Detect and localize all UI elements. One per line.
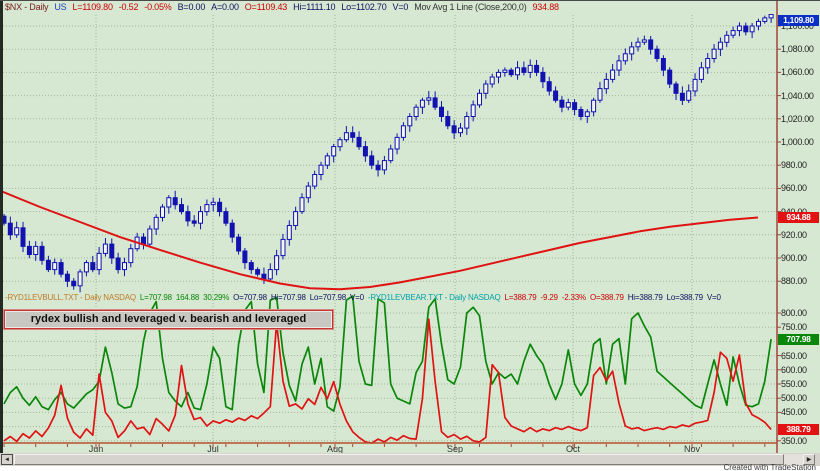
bull-fund-badge: 707.98: [778, 333, 819, 345]
moving-average-badge: 934.88: [778, 212, 819, 223]
status-token: -9.29: [540, 293, 558, 302]
status-token: -RYD1LEVBEAR.TXT - Daily NASDAQ: [367, 293, 501, 302]
month-label: Jul: [207, 444, 219, 454]
axis-tick-label: 550.00: [781, 379, 807, 389]
axis-tick-label: 980.00: [781, 160, 807, 171]
status-token: 934.88: [532, 2, 560, 12]
axis-tick-label: 940.00: [781, 207, 807, 217]
horizontal-scrollbar[interactable]: ◄ ▶: [0, 453, 820, 466]
status-token: V=0: [392, 2, 409, 12]
status-token: Lo=707.98: [309, 293, 347, 302]
status-token: $NX - Daily: [5, 2, 49, 12]
axis-tick-label: 1,000.00: [781, 137, 814, 147]
axis-tick-label: 900.00: [781, 253, 807, 263]
status-token: -0.52: [118, 2, 139, 12]
axis-tick-label: 350.00: [781, 435, 807, 446]
status-token: O=707.98: [233, 293, 267, 302]
axis-tick-label: 1,020.00: [781, 113, 814, 124]
status-token: Lo=388.79: [666, 293, 703, 302]
annotation-text: rydex bullish and leveraged v. bearish a…: [30, 313, 307, 325]
chart-canvas[interactable]: [0, 1, 820, 453]
status-token: O=388.79: [589, 293, 624, 302]
axis-tick-label: 800.00: [781, 308, 807, 318]
axis-tick-label: 1,040.00: [781, 90, 814, 101]
axis-tick-label: 500.00: [781, 393, 807, 404]
window-left-edge: [0, 1, 3, 453]
month-label: Jun: [88, 444, 104, 454]
status-token: V=0: [706, 293, 721, 302]
status-token: O=1109.43: [244, 2, 288, 12]
month-label: Oct: [565, 444, 581, 454]
status-token: Lo=1102.70: [341, 2, 387, 12]
month-label: Sep: [446, 444, 464, 454]
axis-tick-label: 920.00: [781, 229, 807, 240]
axis-tick-label: 960.00: [781, 183, 807, 194]
status-token: Hi=707.98: [270, 293, 306, 302]
month-label: Nov: [683, 444, 701, 454]
scrollbar-track[interactable]: [784, 454, 803, 465]
annotation-box[interactable]: rydex bullish and leveraged v. bearish a…: [4, 310, 333, 329]
status-token: Mov Avg 1 Line (Close,200,0): [414, 2, 527, 12]
status-token: 164.88: [175, 293, 200, 302]
axis-tick-label: 650.00: [781, 350, 807, 361]
status-token: B=0.00: [177, 2, 206, 12]
status-token: V=0: [350, 293, 364, 302]
status-token: Hi=1111.10: [293, 2, 336, 12]
scroll-left-arrow-icon[interactable]: ◄: [1, 454, 13, 465]
axis-tick-label: 750.00: [781, 322, 807, 333]
subgraph-status-line: -RYD1LEVBULL.TXT - Daily NASDAQ L=707.98 1…: [5, 293, 776, 304]
bear-fund-badge: 388.79: [778, 424, 819, 436]
status-token: 30.29%: [203, 293, 230, 302]
axis-tick-label: 1,100.00: [781, 21, 814, 31]
status-token: US: [54, 2, 67, 12]
status-token: A=0.00: [211, 2, 239, 12]
status-token: -RYD1LEVBULL.TXT - Daily NASDAQ: [5, 293, 136, 302]
axis-tick-label: 450.00: [781, 407, 807, 418]
credit-text: Created with TradeStation: [723, 463, 817, 471]
month-label: Aug: [326, 444, 344, 454]
status-token: L=388.79: [504, 293, 537, 302]
status-token: Hi=388.79: [627, 293, 663, 302]
scroll-right-arrow-icon[interactable]: ▶: [803, 454, 815, 465]
status-token: L=707.98: [139, 293, 172, 302]
symbol-status-line: $NX - Daily US L=1109.80 -0.52 -0.05% B=0.00 A…: [5, 2, 776, 14]
status-token: -0.05%: [144, 2, 172, 12]
axis-tick-label: 600.00: [781, 364, 807, 375]
axis-tick-label: 1,060.00: [781, 67, 814, 78]
status-token: L=1109.80: [72, 2, 113, 12]
last-price-badge: 1,109.80: [778, 14, 819, 26]
scrollbar-thumb[interactable]: [14, 454, 784, 465]
status-token: -2.33%: [561, 293, 586, 302]
axis-tick-label: 1,080.00: [781, 44, 814, 55]
axis-tick-label: 880.00: [781, 276, 807, 287]
